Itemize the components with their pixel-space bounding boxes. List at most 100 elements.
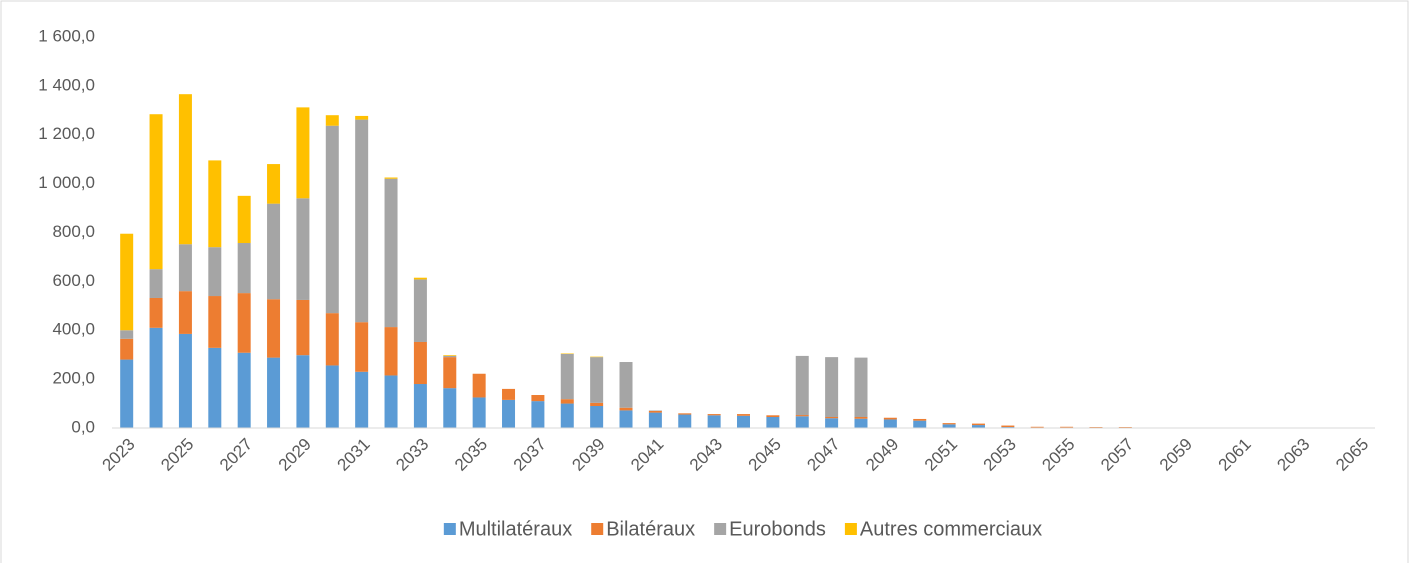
bar-segment	[473, 397, 486, 428]
bar-segment	[825, 417, 838, 418]
x-tick-label: 2041	[627, 435, 667, 475]
y-tick-label: 800,0	[52, 222, 95, 241]
x-tick-label: 2037	[510, 435, 550, 475]
bar-segment	[1001, 426, 1014, 427]
bar-segment	[326, 126, 339, 313]
bar-segment	[326, 313, 339, 365]
bar-segment	[443, 357, 456, 388]
x-tick-label: 2053	[980, 435, 1020, 475]
x-tick-label: 2063	[1273, 435, 1313, 475]
bar-segment	[238, 243, 251, 293]
bar-segment	[179, 291, 192, 334]
x-tick-label: 2061	[1215, 435, 1255, 475]
x-tick-label: 2039	[568, 435, 608, 475]
x-tick-label: 2045	[745, 435, 785, 475]
bar-segment	[620, 362, 633, 408]
x-tick-label: 2031	[333, 435, 373, 475]
y-tick-label: 200,0	[52, 369, 95, 388]
bar-segment	[678, 413, 691, 414]
x-tick-label: 2033	[392, 435, 432, 475]
bar-segment	[120, 234, 133, 331]
bar-segment	[208, 247, 221, 296]
y-tick-label: 1 600,0	[38, 26, 95, 45]
bar-segment	[620, 410, 633, 428]
x-tick-label: 2035	[451, 435, 491, 475]
bar-segment	[267, 358, 280, 428]
bar-segment	[120, 360, 133, 428]
bar-segment	[414, 279, 427, 342]
bar-segment	[913, 421, 926, 428]
bar-segment	[884, 419, 897, 428]
y-tick-label: 1 400,0	[38, 75, 95, 94]
bar-segment	[326, 115, 339, 126]
bar-segment	[267, 204, 280, 300]
bar-segment	[502, 400, 515, 428]
bar-segment	[385, 327, 398, 375]
bar-segment	[385, 375, 398, 428]
bar-segment	[972, 424, 985, 425]
x-tick-label: 2059	[1156, 435, 1196, 475]
legend-label: Autres commerciaux	[860, 518, 1042, 540]
bar-segment	[296, 355, 309, 428]
bar-segment	[825, 418, 838, 428]
bar-segment	[150, 298, 163, 328]
bar-segment	[913, 419, 926, 421]
x-tick-label: 2047	[803, 435, 843, 475]
bar-segment	[179, 94, 192, 244]
bar-segment	[238, 353, 251, 428]
bar-segment	[120, 339, 133, 360]
bar-segment	[443, 355, 456, 356]
legend-label: Multilatéraux	[459, 518, 572, 540]
bar-segment	[120, 330, 133, 339]
bar-segment	[649, 413, 662, 428]
x-tick-label: 2049	[862, 435, 902, 475]
y-tick-label: 0,0	[71, 417, 95, 436]
legend-swatch	[845, 523, 857, 535]
bar-segment	[208, 160, 221, 247]
bar-segment	[590, 357, 603, 403]
x-tick-label: 2057	[1097, 435, 1137, 475]
bar-segment	[296, 300, 309, 355]
bar-segment	[150, 328, 163, 428]
legend-label: Eurobonds	[729, 518, 826, 540]
bar-segment	[179, 334, 192, 428]
bar-segment	[443, 356, 456, 357]
bar-segment	[1060, 427, 1073, 428]
bar-segment	[561, 354, 574, 399]
x-tick-label: 2025	[157, 435, 197, 475]
bar-segment	[385, 179, 398, 327]
bar-segment	[208, 348, 221, 428]
x-tick-label: 2065	[1332, 435, 1372, 475]
bar-segment	[443, 388, 456, 428]
bar-segment	[943, 424, 956, 428]
bar-segment	[825, 357, 838, 417]
x-tick-label: 2023	[99, 435, 139, 475]
bar-segment	[943, 423, 956, 424]
bar-segment	[737, 416, 750, 428]
bar-segment	[620, 408, 633, 411]
bar-segment	[150, 269, 163, 298]
bar-segment	[649, 411, 662, 413]
bar-segment	[355, 120, 368, 323]
bar-segment	[355, 372, 368, 428]
x-tick-label: 2027	[216, 435, 256, 475]
bar-segment	[796, 415, 809, 416]
bar-segment	[766, 415, 779, 417]
bar-segment	[179, 244, 192, 291]
bar-segment	[238, 293, 251, 353]
bar-segment	[884, 418, 897, 420]
bar-segment	[208, 296, 221, 348]
x-tick-label: 2051	[921, 435, 961, 475]
bar-segment	[737, 414, 750, 416]
legend-swatch	[714, 523, 726, 535]
bar-segment	[1031, 427, 1044, 428]
bar-segment	[296, 198, 309, 300]
bar-segment	[531, 401, 544, 428]
bar-segment	[355, 322, 368, 372]
bar-segment	[326, 365, 339, 428]
bar-segment	[385, 178, 398, 179]
x-tick-label: 2029	[275, 435, 315, 475]
bar-segment	[561, 404, 574, 428]
bar-segment	[590, 403, 603, 406]
